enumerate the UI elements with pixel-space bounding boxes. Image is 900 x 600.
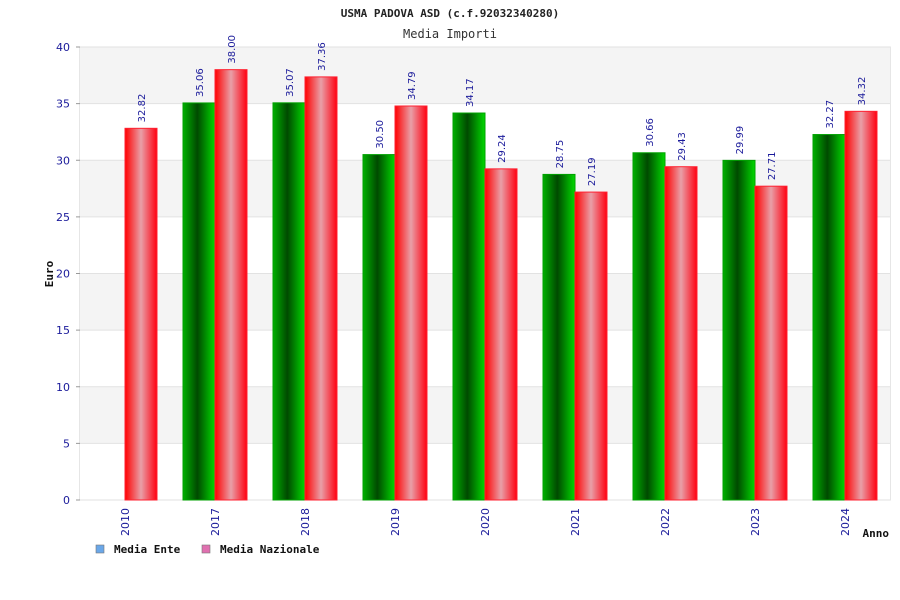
x-tick-label: 2010 (119, 508, 132, 536)
data-label: 35.06 (195, 68, 206, 97)
y-tick-label: 5 (63, 437, 70, 450)
x-tick-label: 2022 (659, 508, 672, 536)
legend: Media Ente Media Nazionale (95, 543, 320, 556)
bar-media-nazionale-2017 (214, 69, 248, 501)
bar-media-nazionale-2023 (754, 185, 788, 501)
data-label: 34.79 (407, 71, 418, 100)
bar-media-ente-2018 (272, 102, 306, 501)
bar-media-nazionale-2022 (664, 166, 698, 501)
y-tick-label: 35 (56, 98, 70, 111)
bar-media-ente-2017 (182, 102, 216, 501)
legend-swatch (201, 544, 211, 554)
bar-media-nazionale-2020 (484, 168, 518, 501)
data-label: 29.24 (497, 134, 508, 163)
x-axis-label: Anno (863, 527, 890, 540)
x-tick-label: 2017 (209, 508, 222, 536)
y-axis-ticks: 0 5 10 15 20 25 30 35 40 (56, 41, 80, 507)
chart-title: USMA PADOVA ASD (c.f.92032340280) (341, 7, 560, 20)
bar-media-ente-2019 (362, 154, 396, 501)
data-label: 29.43 (677, 132, 688, 161)
y-tick-label: 30 (56, 154, 70, 167)
data-label: 34.32 (857, 77, 868, 106)
bar-media-ente-2024 (812, 134, 846, 501)
data-label: 32.82 (137, 94, 148, 123)
chart-subtitle: Media Importi (403, 27, 497, 41)
legend-swatch (95, 544, 105, 554)
x-axis-ticks: 2010 2017 2018 2019 2020 2021 2022 2023 2024 (119, 508, 852, 536)
bars: 32.82 35.06 38.00 35.07 37.36 30.50 34.79 34.17… (124, 35, 878, 501)
x-tick-label: 2023 (749, 508, 762, 536)
x-tick-label: 2020 (479, 508, 492, 536)
data-label: 28.75 (555, 140, 566, 169)
data-label: 32.27 (825, 100, 836, 129)
bar-media-ente-2022 (632, 152, 666, 501)
data-label: 37.36 (317, 42, 328, 71)
bar-media-ente-2020 (452, 112, 486, 501)
y-tick-label: 20 (56, 268, 70, 281)
x-tick-label: 2021 (569, 508, 582, 536)
data-label: 38.00 (227, 35, 238, 64)
data-label: 30.66 (645, 118, 656, 147)
data-label: 29.99 (735, 126, 746, 155)
y-tick-label: 10 (56, 381, 70, 394)
bar-media-nazionale-2021 (574, 191, 608, 501)
bar-media-ente-2021 (542, 173, 576, 501)
legend-entry: Media Ente (114, 543, 181, 556)
bar-media-ente-2023 (722, 159, 756, 501)
data-label: 34.17 (465, 78, 476, 107)
y-tick-label: 25 (56, 211, 70, 224)
data-label: 27.19 (587, 157, 598, 186)
x-tick-label: 2019 (389, 508, 402, 536)
legend-entry: Media Nazionale (220, 543, 320, 556)
data-label: 35.07 (285, 68, 296, 97)
y-tick-label: 15 (56, 324, 70, 337)
y-tick-label: 40 (56, 41, 70, 54)
y-axis-label: Euro (43, 260, 56, 287)
bar-media-nazionale-2024 (844, 110, 878, 501)
x-tick-label: 2024 (839, 508, 852, 536)
bar-media-nazionale-2019 (394, 105, 428, 501)
data-label: 30.50 (375, 120, 386, 149)
x-tick-label: 2018 (299, 508, 312, 536)
bar-media-nazionale-2010 (124, 127, 158, 501)
data-label: 27.71 (767, 152, 778, 181)
bar-media-nazionale-2018 (304, 76, 338, 501)
y-tick-label: 0 (63, 494, 70, 507)
